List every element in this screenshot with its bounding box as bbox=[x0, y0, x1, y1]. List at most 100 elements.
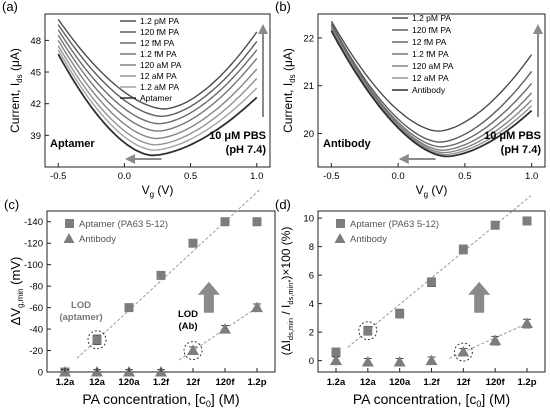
x-tick-label: 120f bbox=[486, 377, 506, 388]
lod-circle-antibody bbox=[183, 341, 203, 360]
panel-label: (a) bbox=[2, 0, 18, 14]
y-tick-label: -40 bbox=[29, 325, 43, 336]
series-curve-0 bbox=[57, 18, 258, 110]
increase-arrow bbox=[197, 281, 220, 313]
x-tick-label: 120f bbox=[215, 377, 235, 388]
x-tick-label: 0.5 bbox=[184, 171, 197, 182]
y-tick-label: 0 bbox=[309, 356, 314, 367]
x-tick-label: 12f bbox=[456, 377, 471, 388]
y-tick-label: 42 bbox=[30, 99, 41, 110]
series-curve-1 bbox=[330, 23, 533, 143]
legend-triangle-marker bbox=[63, 233, 75, 243]
lod-antibody-label-line-1: LOD bbox=[178, 309, 198, 320]
legend-entry: 1.2 aM PA bbox=[140, 82, 179, 92]
legend-entry: 120 aM PA bbox=[140, 60, 182, 70]
data-point-square bbox=[363, 326, 373, 336]
condition-line-2: (pH 7.4) bbox=[226, 144, 267, 156]
y-tick-label: 21 bbox=[303, 81, 314, 92]
panel-b-current-vs-vg-antibody: (b) -0.5 0.0 0.5 1.0 20 21 22 Vg (V) Current, Ids… bbox=[275, 0, 546, 199]
y-tick-label: 4 bbox=[309, 299, 314, 310]
lod-circle-antibody bbox=[453, 342, 473, 362]
y-tick-label: -20 bbox=[29, 346, 43, 357]
x-tick-label: 0.0 bbox=[118, 171, 131, 182]
lod-circle-aptamer bbox=[87, 330, 107, 350]
x-tick-label: 1.2f bbox=[153, 377, 170, 388]
legend-entry: 1.2 pM PA bbox=[412, 13, 451, 23]
legend-entry-aptamer: Aptamer (PA63 5-12) bbox=[350, 219, 439, 230]
y-tick-label: -80 bbox=[29, 282, 43, 293]
series-curve-1 bbox=[57, 24, 258, 118]
x-tick-label: 0.5 bbox=[458, 171, 471, 182]
data-point-square bbox=[124, 303, 134, 313]
data-point-square bbox=[188, 238, 198, 248]
probe-label: Antibody bbox=[323, 138, 372, 150]
y-tick-label: -60 bbox=[29, 303, 43, 314]
legend-entry-antibody: Antibody bbox=[350, 234, 387, 245]
y-tick-label: 2 bbox=[309, 328, 314, 339]
lod-antibody-label-line-2: (Ab) bbox=[179, 321, 198, 332]
x-axis-label: Vg (V) bbox=[416, 183, 448, 199]
x-axis-label: PA concentration, [c0] (M) bbox=[82, 391, 239, 409]
y-axis-label: Current, Ids (μA) bbox=[8, 48, 24, 133]
x-tick-label: -0.5 bbox=[50, 171, 66, 182]
panel-c-delta-vg-vs-concentration: (c) 1.2a 12a 120a 1.2f 12f 120f 1.2p 0 -20 -40 -60 -… bbox=[4, 188, 276, 409]
data-point-square bbox=[427, 277, 436, 287]
series-curve-3 bbox=[330, 26, 533, 151]
panel-label: (b) bbox=[275, 0, 291, 14]
fit-line-0 bbox=[76, 188, 262, 359]
series-curve-3 bbox=[57, 34, 258, 132]
data-point-square bbox=[252, 217, 262, 227]
x-tick-label: 1.2a bbox=[327, 377, 346, 388]
series-curve-2 bbox=[57, 29, 258, 125]
panel-label: (c) bbox=[4, 197, 19, 212]
y-tick-label: 22 bbox=[303, 33, 314, 44]
panel-d-delta-ids-vs-concentration: (d) 1.2a 12a 120a 1.2f 12f 120f 1.2p 0 2 4 6 8 10 PA c… bbox=[275, 195, 546, 409]
data-point-triangle bbox=[393, 356, 406, 367]
y-tick-label: 8 bbox=[309, 242, 314, 253]
series-curve-5 bbox=[57, 45, 258, 146]
data-point-square bbox=[220, 217, 230, 227]
y-tick-label: 45 bbox=[30, 68, 41, 79]
legend-entry: 1.2 fM PA bbox=[412, 49, 449, 59]
legend-entry: 12 aM PA bbox=[140, 71, 177, 81]
data-point-triangle bbox=[251, 301, 263, 313]
x-tick-label: 120a bbox=[389, 377, 411, 388]
data-point-triangle bbox=[489, 334, 502, 346]
legend-square-marker bbox=[65, 219, 74, 228]
legend-triangle-marker bbox=[334, 233, 346, 243]
y-tick-label: 39 bbox=[30, 131, 41, 142]
x-tick-label: 12f bbox=[186, 377, 201, 388]
x-tick-label: 1.2f bbox=[423, 377, 440, 388]
y-tick-label: 6 bbox=[309, 271, 314, 282]
y-axis-label: (ΔIds,min / Ids,min*)×100 (%) bbox=[279, 227, 295, 356]
data-point-triangle bbox=[457, 346, 470, 357]
x-tick-label: 0.0 bbox=[392, 171, 405, 182]
x-tick-label: 1.0 bbox=[250, 171, 263, 182]
data-point-square bbox=[458, 244, 468, 254]
x-tick-label: 1.2a bbox=[56, 377, 75, 388]
condition-line-1: 10 μM PBS bbox=[209, 130, 266, 142]
x-tick-label: 12a bbox=[89, 377, 106, 388]
legend-entry-aptamer: Aptamer (PA63 5-12) bbox=[79, 219, 168, 230]
legend-entry: 12 fM PA bbox=[140, 38, 175, 48]
y-tick-label: 48 bbox=[30, 36, 41, 47]
data-point-square bbox=[490, 220, 500, 230]
y-tick-label: 20 bbox=[303, 129, 314, 140]
legend-entry: 120 fM PA bbox=[140, 27, 179, 37]
legend-square-marker bbox=[336, 219, 345, 228]
plot-frame bbox=[317, 13, 546, 168]
x-axis-label: Vg (V) bbox=[142, 183, 174, 199]
data-point-square bbox=[522, 216, 532, 226]
legend-entry: 1.2 fM PA bbox=[140, 49, 177, 59]
y-tick-label: 10 bbox=[303, 214, 314, 225]
y-tick-label: 0 bbox=[38, 368, 43, 379]
data-point-square bbox=[92, 335, 102, 345]
legend-entry-antibody: Antibody bbox=[79, 234, 116, 245]
panel-label: (d) bbox=[275, 197, 291, 212]
increase-arrow bbox=[468, 281, 491, 313]
series-curve-2 bbox=[330, 24, 533, 148]
legend-entry: 12 aM PA bbox=[412, 73, 449, 83]
data-point-triangle bbox=[330, 354, 342, 366]
x-tick-label: 12a bbox=[360, 377, 377, 388]
